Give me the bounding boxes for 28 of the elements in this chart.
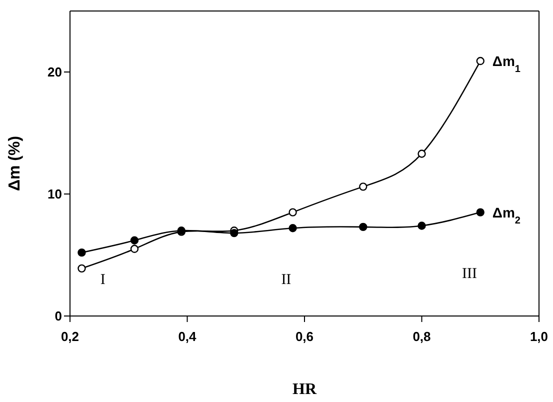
x-tick-label: 0,8 [412,329,431,344]
series-label: Δm$_{1}$ [492,53,521,75]
y-tick-label: 10 [48,186,62,202]
x-tick-label: 1,0 [530,329,548,344]
x-tick-label: 0,4 [178,329,198,344]
point [130,236,139,244]
y-tick-label: 0 [54,308,62,324]
point [476,56,484,66]
series-label: Δm$_{2}$ [492,204,521,226]
x-tick-label: 0,6 [295,329,314,344]
point [359,182,368,191]
point [418,222,426,230]
point [130,244,139,253]
y-axis-title: Δm (%) [6,136,24,192]
point [359,222,368,232]
annotation: I [100,272,106,288]
annotation: III [462,266,477,282]
point [78,264,86,273]
point [230,228,238,238]
point [288,224,297,232]
annotation: II [281,272,292,288]
point [418,150,426,158]
y-tick-label: 20 [48,64,62,80]
x-axis-title: HR [292,381,317,398]
point [476,208,484,216]
x-tick-label: 0,2 [60,329,80,344]
point [288,208,297,216]
point [78,248,86,257]
